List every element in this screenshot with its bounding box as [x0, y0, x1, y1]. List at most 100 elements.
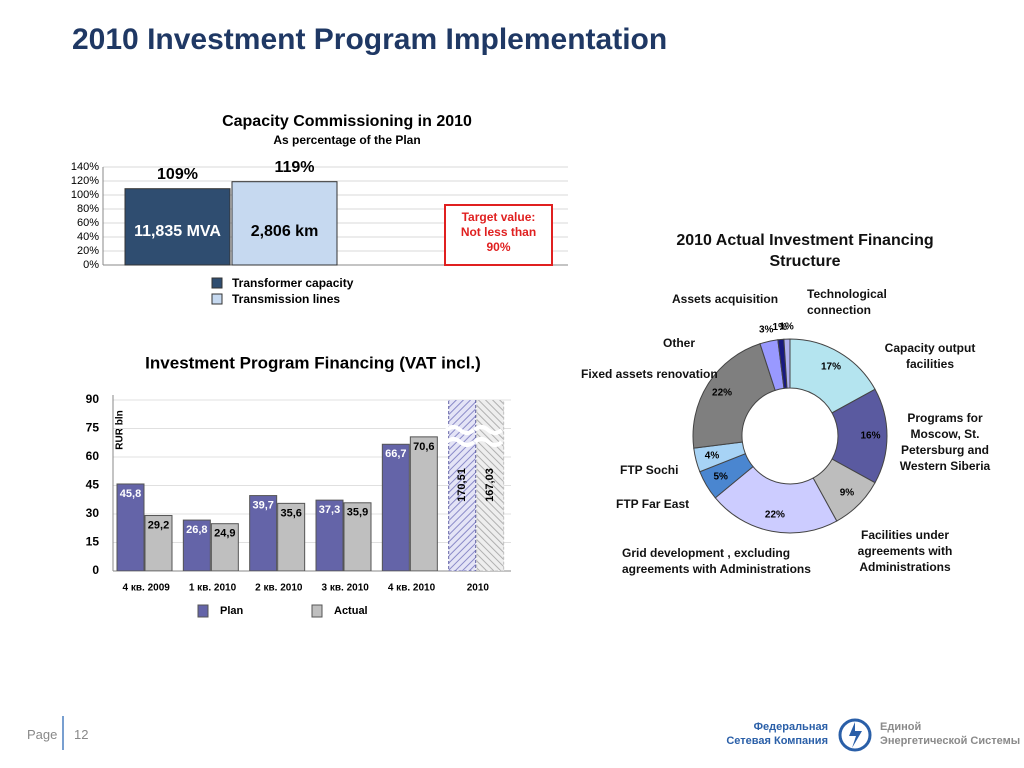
slice-category-label: Assets acquisition — [672, 292, 779, 306]
legend-swatch — [197, 604, 209, 618]
value-label: 167,03 — [484, 468, 496, 502]
slice-category-label: Technological connection — [807, 287, 887, 317]
value-label: 26,8 — [186, 524, 207, 536]
legend-swatch — [311, 604, 323, 618]
bar — [343, 502, 372, 571]
axis-break — [445, 437, 475, 447]
y-tick-label: 15 — [86, 535, 100, 549]
legend-swatch — [211, 293, 223, 305]
target-box — [444, 204, 553, 266]
bar-annotation: 11,835 MVA — [134, 223, 221, 240]
y-tick-label: 45 — [86, 478, 100, 492]
y-tick-label: 60 — [86, 449, 100, 463]
donut-slice — [714, 465, 838, 534]
y-tick-label: 0 — [92, 563, 99, 577]
bar — [182, 519, 211, 571]
value-label: 119% — [274, 159, 314, 176]
bar — [448, 400, 477, 571]
value-label: 170,51 — [456, 468, 468, 502]
bar-annotation: 2,806 km — [251, 223, 319, 240]
slice-value-label: 3% — [759, 324, 774, 335]
y-tick-label: 140% — [71, 161, 99, 173]
bar — [231, 181, 338, 266]
slide-title: 2010 Investment Program Implementation — [72, 23, 668, 56]
slice-value-label: 4% — [705, 451, 720, 462]
slice-value-label: 22% — [712, 388, 732, 399]
y-tick-label: 30 — [86, 506, 100, 520]
y-tick-label: 80% — [77, 203, 99, 215]
bar — [116, 483, 145, 571]
bar — [249, 495, 278, 571]
slice-category-label: Capacity output facilities — [884, 341, 976, 371]
chart-title: 2010 Actual Investment Financing Structu… — [676, 232, 934, 270]
logo-bolt — [849, 722, 862, 748]
y-tick-label: 0% — [83, 259, 99, 271]
bar — [144, 515, 173, 571]
x-tick-label: 1 кв. 2010 — [189, 583, 237, 594]
logo-text: Энергетической Системы — [880, 735, 1021, 747]
logo-text: Федеральная — [753, 721, 828, 733]
bar — [409, 436, 438, 571]
bar — [124, 188, 231, 266]
x-tick-label: 2010 — [467, 583, 490, 594]
donut-slice — [783, 338, 791, 389]
value-label: 45,8 — [120, 488, 141, 500]
x-tick-label: 4 кв. 2010 — [388, 583, 436, 594]
slice-value-label: 1% — [779, 322, 794, 333]
slice-category-label: Fixed assets renovation — [581, 367, 718, 381]
value-label: 39,7 — [252, 499, 273, 511]
bar — [277, 502, 306, 571]
value-label: 35,6 — [280, 507, 301, 519]
y-tick-label: 75 — [86, 421, 100, 435]
y-axis-label: RUR bln — [115, 410, 126, 449]
y-tick-label: 40% — [77, 231, 99, 243]
x-tick-label: 2 кв. 2010 — [255, 583, 303, 594]
legend-label: Transmission lines — [232, 292, 340, 306]
slice-category-label: Facilities under agreements with Adminis… — [857, 528, 953, 574]
value-label: 29,2 — [148, 519, 169, 531]
legend-swatch — [211, 277, 223, 289]
page-number: 12 — [74, 727, 89, 742]
slice-category-label: Grid development , excluding agreements … — [622, 546, 811, 576]
y-tick-label: 90 — [86, 392, 100, 406]
y-tick-label: 20% — [77, 245, 99, 257]
bar — [381, 443, 410, 571]
legend-label: Plan — [220, 605, 244, 617]
value-label: 24,9 — [214, 528, 235, 540]
page-label: Page — [27, 727, 58, 742]
value-label: 35,9 — [347, 507, 368, 519]
logo-text: Единой — [880, 721, 922, 733]
slice-value-label: 17% — [821, 361, 841, 372]
slice-category-label: Other — [663, 336, 696, 350]
slice-category-label: Programs for Moscow, St. Petersburg and … — [899, 411, 991, 473]
slice-value-label: 22% — [765, 510, 785, 521]
bar — [315, 499, 344, 571]
y-tick-label: 120% — [71, 175, 99, 187]
logo-mark — [838, 718, 872, 752]
legend-label: Transformer capacity — [232, 276, 354, 290]
slice-value-label: 5% — [713, 472, 728, 483]
axis-break — [473, 425, 503, 435]
bar — [476, 400, 505, 571]
slice-category-label: FTP Far East — [616, 497, 690, 511]
slice-value-label: 1% — [773, 322, 788, 333]
logo-text: Сетевая Компания — [726, 735, 828, 747]
plot-area — [116, 400, 505, 571]
value-label: 66,7 — [385, 448, 406, 460]
x-tick-label: 3 кв. 2010 — [322, 583, 370, 594]
value-label: 109% — [157, 166, 198, 183]
legend-label: Actual — [334, 605, 368, 617]
target-annotation: Target value: Not less than 90% — [460, 210, 537, 254]
value-label: 37,3 — [319, 504, 340, 516]
y-tick-label: 60% — [77, 217, 99, 229]
slice-category-label: FTP Sochi — [620, 463, 679, 477]
axis-break — [445, 425, 475, 435]
x-tick-label: 4 кв. 2009 — [123, 583, 171, 594]
slice-value-label: 16% — [860, 431, 880, 442]
value-label: 70,6 — [413, 441, 434, 453]
chart-title: Capacity Commissioning in 2010 — [222, 113, 472, 130]
slice-value-label: 9% — [840, 488, 855, 499]
y-tick-label: 100% — [71, 189, 99, 201]
